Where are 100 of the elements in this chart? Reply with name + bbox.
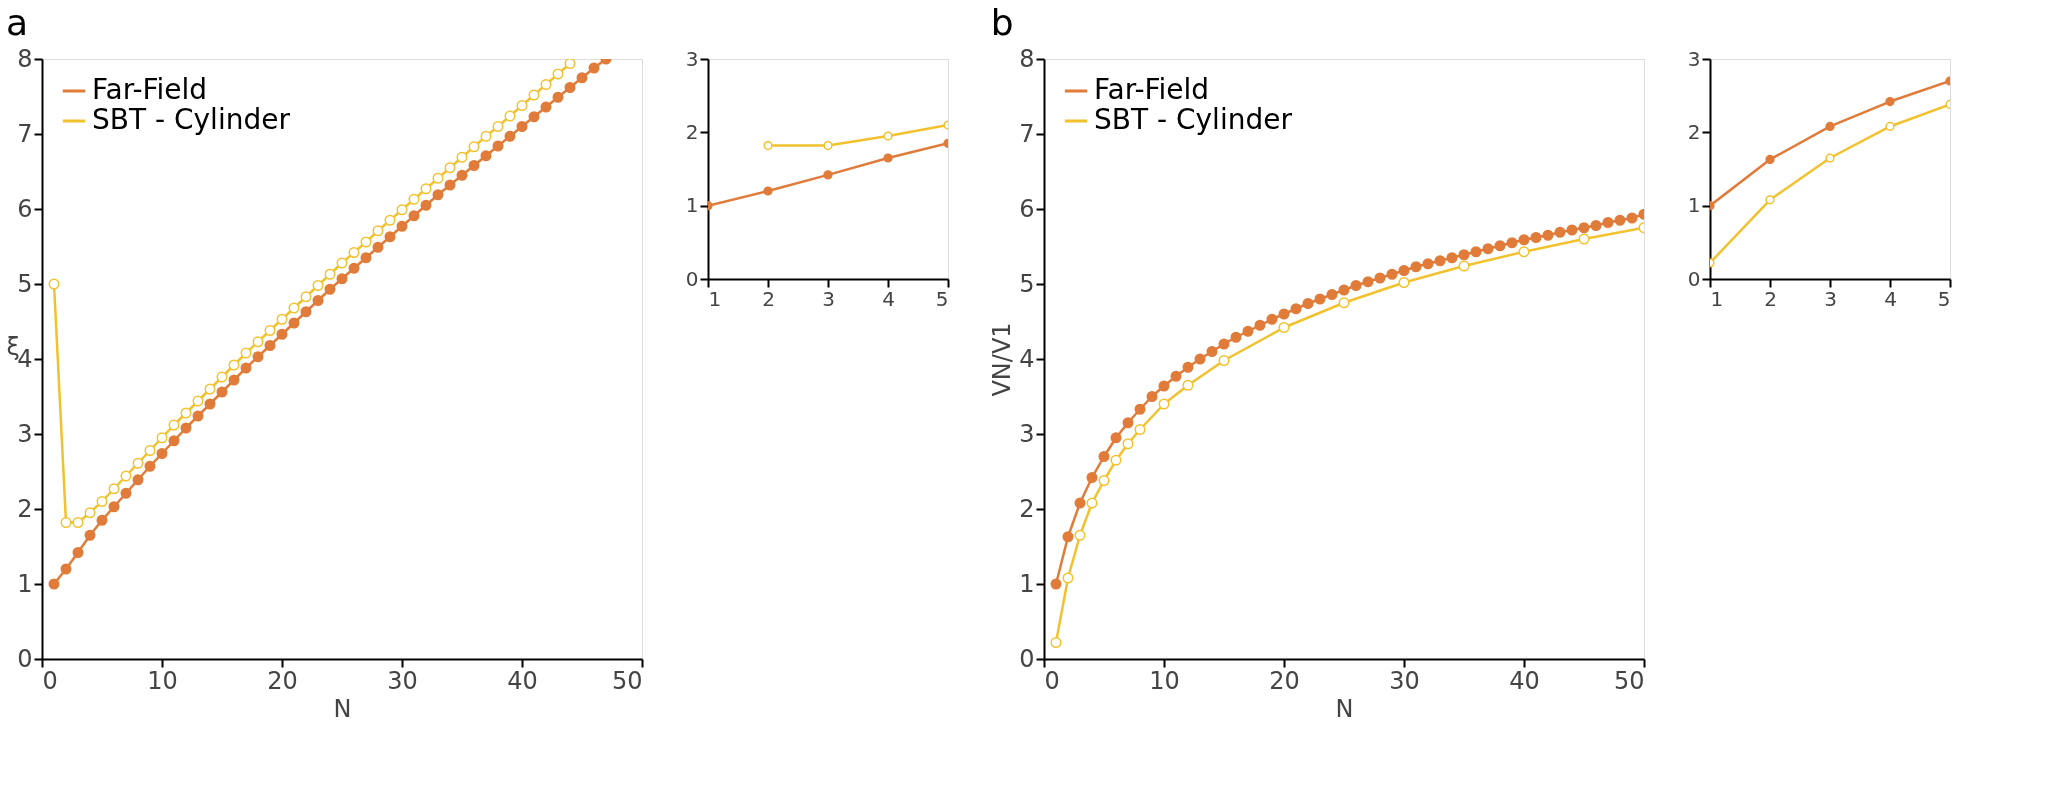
point — [540, 101, 552, 113]
point — [324, 268, 336, 280]
point — [444, 162, 456, 174]
x-tick-label: 30 — [1389, 666, 1420, 695]
point — [1122, 417, 1134, 429]
point — [168, 435, 180, 447]
point — [1350, 280, 1362, 291]
point — [1518, 234, 1530, 246]
point — [576, 72, 588, 84]
point — [60, 517, 72, 528]
y-tick-label: 4 — [17, 344, 33, 373]
point — [883, 131, 893, 141]
y-tick-label: 3 — [1687, 46, 1701, 71]
point — [1434, 255, 1446, 267]
point — [84, 529, 96, 541]
point — [408, 210, 420, 222]
point — [763, 140, 773, 151]
point — [156, 448, 168, 459]
point — [492, 140, 504, 152]
x-tick-label: 4 — [1884, 286, 1897, 311]
point — [823, 140, 833, 151]
point — [480, 130, 492, 142]
y-tick-label: 6 — [1019, 194, 1035, 223]
y-tick-label: 0 — [685, 266, 699, 291]
chart-title: a — [6, 2, 29, 43]
y-axis-title: VN/V1 — [988, 322, 1017, 397]
point — [348, 247, 360, 258]
point — [72, 517, 84, 528]
point — [1242, 325, 1254, 337]
point — [564, 82, 576, 93]
point — [132, 457, 144, 469]
x-tick-label: 0 — [42, 666, 58, 695]
point — [1086, 472, 1098, 483]
point — [1518, 246, 1530, 258]
point — [1530, 232, 1542, 243]
y-tick-label: 1 — [17, 569, 33, 598]
point — [1302, 298, 1314, 309]
point — [480, 150, 492, 162]
point — [384, 214, 396, 226]
x-tick-label: 40 — [507, 666, 538, 695]
y-tick-label: 0 — [1019, 644, 1035, 673]
y-tick-label: 1 — [1019, 569, 1035, 598]
point — [1050, 637, 1062, 648]
point — [1458, 249, 1470, 261]
point — [432, 172, 444, 184]
point — [192, 410, 204, 422]
point — [1062, 572, 1074, 584]
x-tick-label: 2 — [1764, 286, 1777, 311]
x-axis-title: N — [1335, 694, 1354, 723]
x-tick-label: 1 — [1710, 286, 1724, 311]
x-tick-label: 20 — [267, 666, 298, 695]
point — [444, 179, 456, 191]
point — [1290, 303, 1302, 315]
point — [204, 383, 216, 395]
point — [1410, 261, 1422, 273]
x-tick-label: 30 — [387, 666, 418, 695]
x-tick-label: 50 — [611, 666, 643, 695]
point — [48, 278, 60, 290]
point — [1542, 229, 1554, 241]
point — [1578, 233, 1590, 245]
point — [84, 507, 96, 519]
point — [192, 395, 204, 407]
x-tick-label: 3 — [1824, 286, 1837, 311]
point — [1098, 451, 1110, 462]
point — [96, 496, 108, 507]
x-tick-label: 3 — [822, 286, 835, 311]
point — [1086, 497, 1098, 509]
point — [216, 386, 228, 398]
point — [1266, 313, 1278, 325]
point — [1074, 529, 1086, 541]
y-tick-label: 7 — [1019, 119, 1035, 148]
point — [1170, 370, 1182, 382]
y-tick-label: 2 — [1687, 119, 1701, 144]
point — [408, 193, 420, 205]
point — [1422, 258, 1434, 270]
point — [1590, 220, 1602, 231]
point — [1338, 297, 1350, 309]
point — [396, 204, 408, 216]
point — [1182, 379, 1194, 391]
point — [823, 170, 833, 180]
point — [1146, 391, 1158, 402]
point — [492, 121, 504, 132]
point — [264, 340, 276, 351]
y-tick-label: 8 — [1019, 44, 1035, 73]
y-tick-label: 0 — [17, 644, 33, 673]
point — [48, 578, 60, 590]
point — [372, 241, 384, 253]
point — [384, 231, 396, 243]
point — [1218, 355, 1230, 366]
point — [1098, 475, 1110, 486]
point — [1398, 277, 1410, 288]
point — [108, 501, 120, 513]
point — [300, 306, 312, 318]
chart-title: b — [990, 2, 1014, 43]
point — [1765, 154, 1775, 165]
point — [504, 130, 516, 142]
point — [1110, 454, 1122, 466]
point — [228, 359, 240, 371]
x-tick-label: 40 — [1509, 666, 1540, 695]
y-tick-label: 7 — [17, 119, 33, 148]
